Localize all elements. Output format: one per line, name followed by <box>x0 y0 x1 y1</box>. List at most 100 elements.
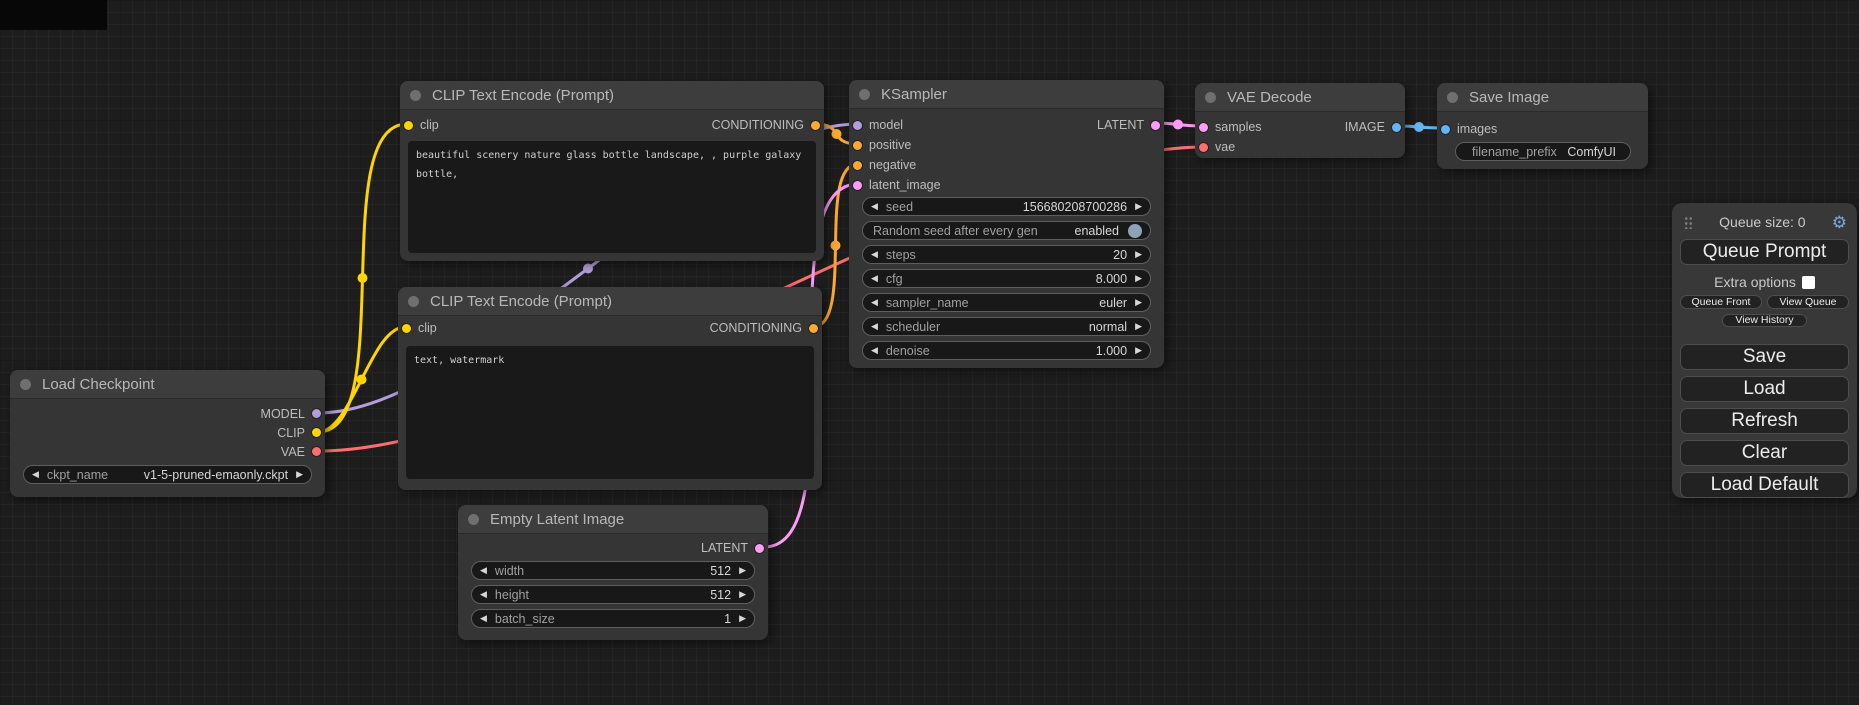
next-arrow-icon[interactable]: ▶ <box>1135 273 1142 283</box>
latent-port-icon[interactable] <box>1199 122 1208 132</box>
collapse-dot[interactable] <box>859 88 870 100</box>
output-model[interactable]: MODEL <box>10 404 325 423</box>
conditioning-port-icon[interactable] <box>853 140 862 150</box>
toggle-dot-icon[interactable] <box>1128 223 1142 238</box>
prev-arrow-icon[interactable]: ◀ <box>871 273 878 283</box>
ckpt-name-widget[interactable]: ◀ ckpt_name v1-5-pruned-emaonly.ckpt ▶ <box>23 465 312 484</box>
cfg-widget[interactable]: ◀ cfg 8.000 ▶ <box>862 269 1151 288</box>
node-clip-text-encode-positive[interactable]: CLIP Text Encode (Prompt) clip CONDITION… <box>400 81 824 261</box>
next-arrow-icon[interactable]: ▶ <box>1135 201 1142 211</box>
denoise-widget[interactable]: ◀ denoise 1.000 ▶ <box>862 341 1151 360</box>
seed-widget[interactable]: ◀ seed 156680208700286 ▶ <box>862 197 1151 216</box>
input-images[interactable]: images <box>1437 119 1648 139</box>
conditioning-port-icon[interactable] <box>811 120 820 130</box>
node-vae-decode[interactable]: VAE Decode samples IMAGE vae <box>1195 83 1405 158</box>
sampler-name-widget[interactable]: ◀ sampler_name euler ▶ <box>862 293 1151 312</box>
next-arrow-icon[interactable]: ▶ <box>1135 345 1142 355</box>
output-conditioning[interactable]: CONDITIONING <box>710 321 818 335</box>
output-clip[interactable]: CLIP <box>10 423 325 442</box>
node-titlebar[interactable]: Empty Latent Image <box>458 505 768 534</box>
input-negative[interactable]: negative <box>849 155 1164 175</box>
conditioning-port-icon[interactable] <box>853 160 862 170</box>
output-vae[interactable]: VAE <box>10 442 325 461</box>
input-samples[interactable]: samples <box>1199 120 1262 134</box>
drag-handle-icon[interactable] <box>1684 215 1693 229</box>
latent-port-icon[interactable] <box>755 543 764 553</box>
batch-size-widget[interactable]: ◀ batch_size 1 ▶ <box>471 609 755 628</box>
prev-arrow-icon[interactable]: ◀ <box>480 589 487 599</box>
node-empty-latent-image[interactable]: Empty Latent Image LATENT ◀ width 512 ▶ … <box>458 505 768 640</box>
random-seed-widget[interactable]: Random seed after every gen enabled <box>862 221 1151 240</box>
refresh-button[interactable]: Refresh <box>1680 408 1849 434</box>
queue-front-button[interactable]: Queue Front <box>1680 295 1762 309</box>
input-clip[interactable]: clip <box>404 118 439 132</box>
next-arrow-icon[interactable]: ▶ <box>1135 249 1142 259</box>
next-arrow-icon[interactable]: ▶ <box>739 565 746 575</box>
collapse-dot[interactable] <box>410 89 421 101</box>
next-arrow-icon[interactable]: ▶ <box>1135 297 1142 307</box>
prev-arrow-icon[interactable]: ◀ <box>32 469 39 479</box>
height-widget[interactable]: ◀ height 512 ▶ <box>471 585 755 604</box>
queue-prompt-button[interactable]: Queue Prompt <box>1680 239 1849 265</box>
filename-prefix-widget[interactable]: filename_prefix ComfyUI <box>1455 142 1631 161</box>
model-port-icon[interactable] <box>853 120 862 130</box>
input-clip[interactable]: clip <box>402 321 437 335</box>
image-port-icon[interactable] <box>1392 122 1401 132</box>
steps-widget[interactable]: ◀ steps 20 ▶ <box>862 245 1151 264</box>
load-default-button[interactable]: Load Default <box>1680 472 1849 498</box>
collapse-dot[interactable] <box>1205 91 1216 103</box>
node-titlebar[interactable]: CLIP Text Encode (Prompt) <box>398 287 822 316</box>
next-arrow-icon[interactable]: ▶ <box>296 469 303 479</box>
prev-arrow-icon[interactable]: ◀ <box>871 297 878 307</box>
node-titlebar[interactable]: VAE Decode <box>1195 83 1405 112</box>
node-load-checkpoint[interactable]: Load Checkpoint MODEL CLIP VAE ◀ ckpt_na… <box>10 370 325 497</box>
prev-arrow-icon[interactable]: ◀ <box>871 249 878 259</box>
output-latent[interactable]: LATENT <box>458 538 768 558</box>
view-history-button[interactable]: View History <box>1722 314 1807 327</box>
clear-button[interactable]: Clear <box>1680 440 1849 466</box>
input-model[interactable]: model <box>853 118 903 132</box>
latent-port-icon[interactable] <box>1151 120 1160 130</box>
collapse-dot[interactable] <box>468 513 479 525</box>
prev-arrow-icon[interactable]: ◀ <box>871 345 878 355</box>
next-arrow-icon[interactable]: ▶ <box>1135 321 1142 331</box>
prev-arrow-icon[interactable]: ◀ <box>480 565 487 575</box>
width-widget[interactable]: ◀ width 512 ▶ <box>471 561 755 580</box>
node-titlebar[interactable]: Save Image <box>1437 83 1648 112</box>
prompt-textarea[interactable]: text, watermark <box>406 346 814 479</box>
view-queue-button[interactable]: View Queue <box>1767 295 1849 309</box>
collapse-dot[interactable] <box>1447 91 1458 103</box>
latent-port-icon[interactable] <box>853 180 862 190</box>
output-latent[interactable]: LATENT <box>1097 118 1160 132</box>
clip-port-icon[interactable] <box>402 323 411 333</box>
clip-port-icon[interactable] <box>312 428 321 437</box>
prev-arrow-icon[interactable]: ◀ <box>871 321 878 331</box>
output-image[interactable]: IMAGE <box>1345 120 1401 134</box>
prev-arrow-icon[interactable]: ◀ <box>871 201 878 211</box>
input-latent-image[interactable]: latent_image <box>849 175 1164 195</box>
prev-arrow-icon[interactable]: ◀ <box>480 613 487 623</box>
output-conditioning[interactable]: CONDITIONING <box>712 118 820 132</box>
image-port-icon[interactable] <box>1441 124 1450 134</box>
next-arrow-icon[interactable]: ▶ <box>739 589 746 599</box>
node-titlebar[interactable]: CLIP Text Encode (Prompt) <box>400 81 824 110</box>
model-port-icon[interactable] <box>312 409 321 418</box>
save-button[interactable]: Save <box>1680 344 1849 370</box>
node-titlebar[interactable]: KSampler <box>849 80 1164 109</box>
gear-icon[interactable]: ⚙ <box>1831 212 1847 232</box>
node-clip-text-encode-negative[interactable]: CLIP Text Encode (Prompt) clip CONDITION… <box>398 287 822 490</box>
scheduler-widget[interactable]: ◀ scheduler normal ▶ <box>862 317 1151 336</box>
input-vae[interactable]: vae <box>1195 137 1405 157</box>
node-save-image[interactable]: Save Image images filename_prefix ComfyU… <box>1437 83 1648 169</box>
next-arrow-icon[interactable]: ▶ <box>739 613 746 623</box>
extra-options-checkbox[interactable] <box>1801 275 1815 289</box>
input-positive[interactable]: positive <box>849 135 1164 155</box>
prompt-textarea[interactable]: beautiful scenery nature glass bottle la… <box>408 141 816 253</box>
load-button[interactable]: Load <box>1680 376 1849 402</box>
vae-port-icon[interactable] <box>312 447 321 456</box>
node-titlebar[interactable]: Load Checkpoint <box>10 370 325 399</box>
node-ksampler[interactable]: KSampler model LATENT positive negative … <box>849 80 1164 368</box>
conditioning-port-icon[interactable] <box>809 323 818 333</box>
collapse-dot[interactable] <box>408 295 419 307</box>
